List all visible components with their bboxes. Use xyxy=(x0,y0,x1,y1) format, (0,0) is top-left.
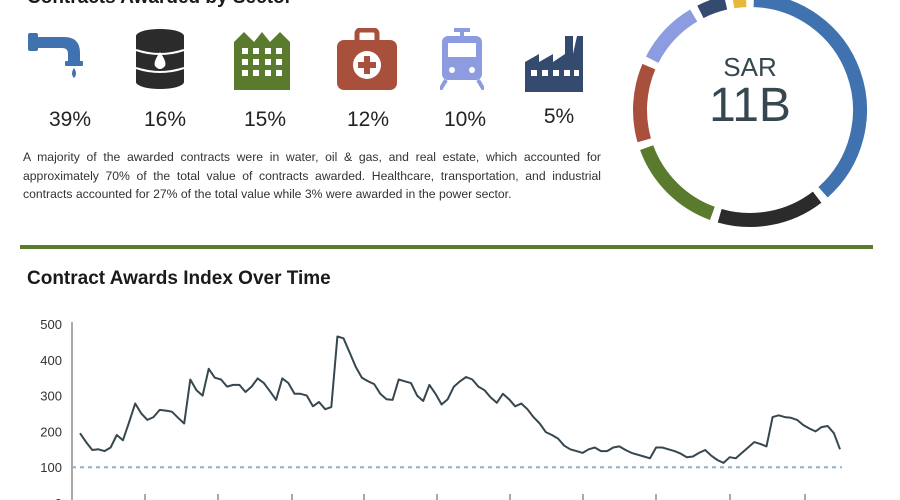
donut-currency-label: SAR xyxy=(723,52,777,82)
building-icon xyxy=(234,28,290,90)
sector-donut-chart xyxy=(633,0,867,227)
medical-kit-icon xyxy=(337,28,397,90)
donut-segment-0 xyxy=(753,0,867,198)
real-estate-pct: 15% xyxy=(243,108,287,131)
transportation-pct: 10% xyxy=(443,108,487,131)
y-tick-label-5: 0 xyxy=(55,496,62,500)
y-tick-label-2: 300 xyxy=(40,389,62,404)
y-tick-label-3: 200 xyxy=(40,424,62,439)
water-icon xyxy=(28,28,94,78)
donut-segment-6 xyxy=(732,0,747,9)
industrial-pct: 5% xyxy=(543,105,575,128)
y-tick-label-0: 500 xyxy=(40,317,62,332)
oil-gas-pct: 16% xyxy=(143,108,187,131)
sector-section-title: Contracts Awarded by Sector xyxy=(27,0,292,9)
y-tick-label-4: 100 xyxy=(40,460,62,475)
water-pct: 39% xyxy=(48,108,92,131)
sector-description: A majority of the awarded contracts were… xyxy=(23,150,601,201)
train-icon xyxy=(440,28,484,90)
contract-awards-line-chart: 500 400 300 200 100 0 xyxy=(40,317,842,500)
series-line-index xyxy=(79,335,841,464)
donut-segment-2 xyxy=(640,145,715,220)
donut-segment-3 xyxy=(633,63,656,143)
donut-segment-1 xyxy=(717,191,822,227)
healthcare-pct: 12% xyxy=(346,108,390,131)
factory-icon xyxy=(525,34,583,92)
chart-title: Contract Awards Index Over Time xyxy=(27,268,331,289)
section-divider xyxy=(20,245,873,249)
oil-barrel-icon xyxy=(133,28,187,90)
donut-segment-5 xyxy=(697,0,728,19)
donut-total-value: 11B xyxy=(709,79,791,132)
y-tick-label-1: 400 xyxy=(40,353,62,368)
donut-segment-4 xyxy=(645,9,698,64)
